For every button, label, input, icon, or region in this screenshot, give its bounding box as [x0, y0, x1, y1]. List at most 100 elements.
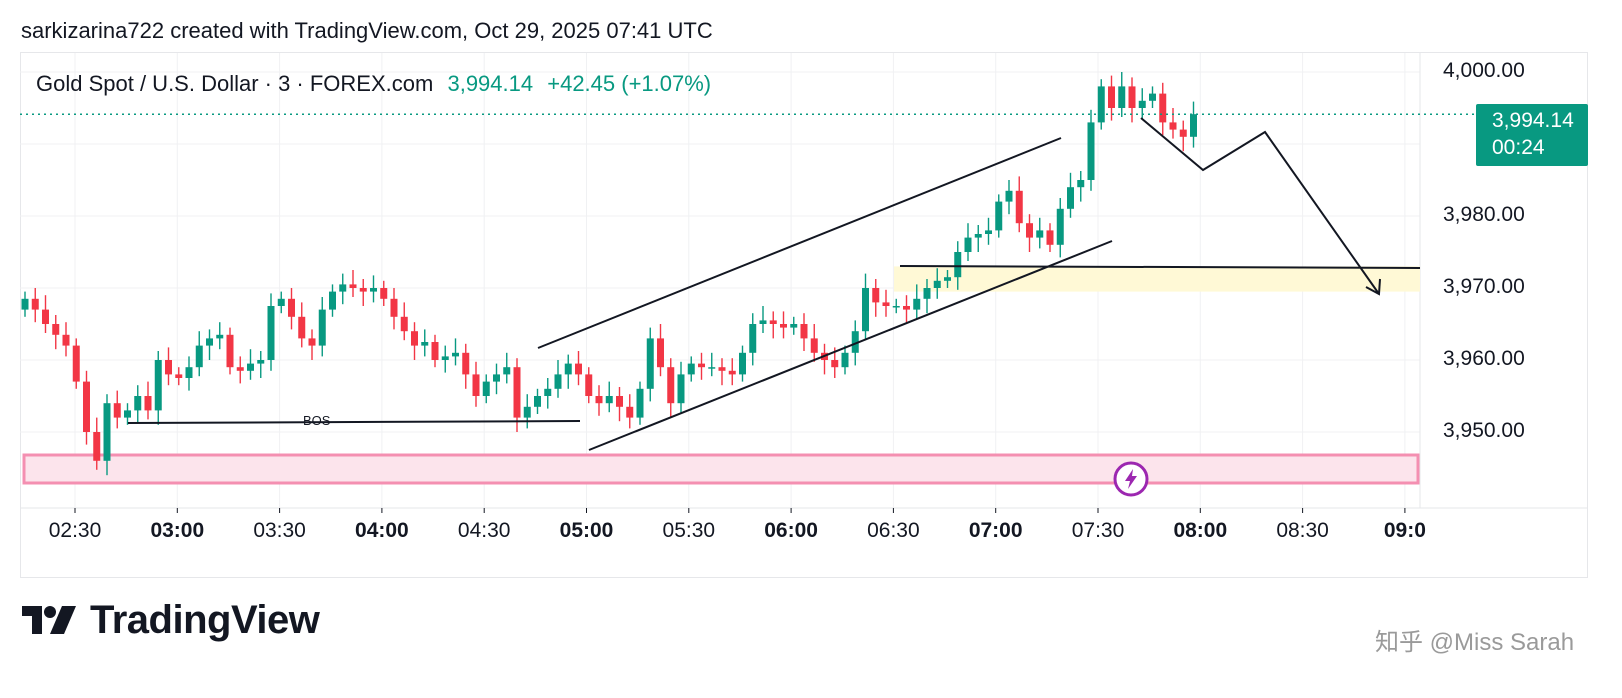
candle-body: [175, 374, 183, 378]
candle-body: [790, 324, 798, 328]
candle-body: [503, 367, 511, 375]
time-axis-label: 06:30: [867, 519, 920, 542]
projection-path: [1140, 117, 1380, 295]
candle-body: [93, 432, 101, 461]
candle-body: [1138, 100, 1146, 108]
candle-body: [144, 396, 152, 411]
candle-body: [708, 367, 716, 369]
tradingview-logo-icon: [22, 606, 76, 634]
candle-body: [83, 381, 90, 432]
projection-arrowhead: [1365, 278, 1381, 296]
candle-body: [657, 338, 664, 368]
candle-body: [985, 230, 992, 234]
bar-countdown: 00:24: [1492, 136, 1545, 159]
candle-body: [1097, 86, 1105, 123]
candle-body: [944, 277, 951, 281]
candle-body: [851, 331, 859, 353]
candle-body: [933, 280, 941, 288]
chart-frame: [20, 52, 1588, 578]
candle-body: [739, 352, 746, 375]
zhihu-watermark: 知乎 @Miss Sarah: [1375, 629, 1575, 656]
candle-body: [1179, 129, 1187, 137]
candle-body: [493, 374, 500, 382]
candle-body: [1087, 122, 1095, 180]
price-axis-label: 3,960.00: [1443, 347, 1525, 370]
candle-body: [585, 374, 593, 396]
candle-body: [257, 360, 265, 364]
price-axis-label: 3,980.00: [1443, 203, 1525, 226]
candle-body: [677, 374, 685, 404]
candle-body: [288, 298, 295, 317]
time-axis-label: 06:00: [764, 519, 818, 542]
time-axis-label: 04:30: [457, 519, 511, 542]
demand-zone-pink: [22, 453, 1420, 485]
candle-body: [534, 396, 541, 407]
time-axis-label: 08:00: [1173, 519, 1228, 542]
candle-body: [595, 396, 603, 404]
candle-body: [749, 324, 757, 353]
candle-body: [769, 320, 777, 324]
candle-body: [1056, 208, 1064, 245]
time-axis-label: 03:30: [253, 519, 306, 542]
candle-body: [42, 309, 49, 324]
candle-body: [687, 363, 695, 375]
candle-body: [862, 288, 869, 332]
candle-body: [698, 363, 705, 368]
candle-body: [216, 334, 224, 339]
time-axis-label: 09:0: [1383, 519, 1426, 542]
candle-body: [872, 288, 880, 303]
candle-body: [810, 338, 818, 353]
lightning-icon[interactable]: [1113, 461, 1149, 497]
candle-body: [21, 298, 29, 310]
candle-body: [247, 363, 254, 371]
legend-price: 3,994.14: [447, 71, 534, 96]
candle-body: [1036, 230, 1044, 238]
candle-body: [1108, 86, 1115, 108]
candle-body: [1015, 190, 1023, 224]
price-axis-label: 3,950.00: [1443, 419, 1525, 442]
candle-body: [441, 356, 449, 360]
time-axis-label: 07:30: [1071, 519, 1125, 542]
candle-body: [52, 324, 60, 335]
candle-body: [759, 320, 767, 324]
price-axis-label: 4,000.00: [1443, 59, 1525, 82]
candle-body: [195, 345, 203, 368]
candle-body: [298, 316, 306, 339]
tradingview-logo[interactable]: TradingView: [22, 598, 320, 642]
candle-body: [841, 352, 849, 368]
candle-body: [103, 403, 111, 461]
candle-body: [1026, 223, 1033, 238]
candle-body: [523, 406, 531, 418]
candle-body: [974, 234, 982, 238]
candle-body: [718, 367, 726, 371]
candle-body: [1077, 180, 1085, 188]
candle-body: [349, 284, 357, 288]
candle-body: [452, 352, 459, 357]
bos-label: BOS: [303, 413, 331, 428]
candle-body: [31, 298, 39, 310]
candle-body: [667, 367, 675, 404]
candle-body: [62, 334, 70, 346]
symbol-legend[interactable]: Gold Spot / U.S. Dollar · 3 · FOREX.com …: [36, 71, 711, 97]
candle-body: [954, 252, 962, 278]
candle-body: [1046, 230, 1054, 245]
candle-body: [513, 367, 521, 418]
candle-body: [800, 324, 808, 339]
candle-body: [124, 410, 131, 418]
candle-body: [913, 298, 921, 310]
candle-body: [411, 331, 418, 346]
candle-body: [185, 367, 193, 378]
candle-body: [380, 288, 388, 299]
candle-body: [564, 363, 572, 375]
time-axis-label: 05:00: [559, 519, 614, 542]
time-axis-label: 04:00: [355, 519, 409, 542]
candle-body: [616, 396, 623, 407]
time-axis-label: 03:00: [150, 519, 205, 542]
candle-body: [1169, 122, 1177, 130]
candle-body: [206, 338, 213, 346]
chart-caption: sarkizarina722 created with TradingView.…: [21, 18, 713, 43]
candle-body: [329, 291, 336, 310]
candle-body: [995, 201, 1003, 231]
candle-body: [544, 388, 552, 396]
